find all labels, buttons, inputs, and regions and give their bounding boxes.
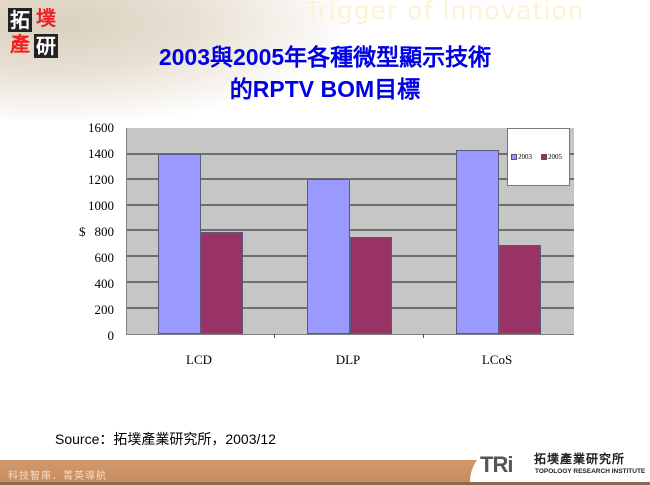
- logo-char: 拓: [8, 8, 32, 32]
- y-tick-label: 1600: [88, 120, 114, 135]
- brand-panel: [470, 448, 650, 482]
- y-tick-label: 0: [107, 328, 115, 343]
- tri-logo: TRi: [480, 452, 513, 478]
- gridline: [127, 178, 574, 180]
- y-axis-label: $: [79, 224, 86, 239]
- legend-swatch-2003: [511, 154, 517, 161]
- legend-item-2003: 2003: [511, 153, 532, 161]
- x-label-lcos: LCoS: [481, 352, 513, 367]
- gridline: [127, 204, 574, 206]
- logo-char: 產: [10, 32, 30, 56]
- company-logo: 拓 墣 產 研: [8, 6, 60, 58]
- x-tick: [274, 334, 275, 338]
- legend-label: 2003: [518, 153, 532, 161]
- bar-lcd-2003: [158, 154, 201, 334]
- footer-slogan: 科技智庫．菁英導航: [8, 471, 107, 482]
- bar-lcos-2005: [499, 245, 541, 334]
- source-note: Source：拓墣產業研究所，2003/12: [55, 431, 276, 447]
- logo-char: 墣: [36, 6, 56, 30]
- legend-item-2005: 2005: [541, 153, 562, 161]
- y-tick-label: 600: [94, 250, 115, 265]
- slide-title-line1: 2003與2005年各種微型顯示技術: [158, 44, 492, 70]
- brand-name-cn: 拓墣產業研究所: [534, 452, 626, 466]
- x-label-lcd: LCD: [186, 352, 212, 367]
- slide-title-line2: 的RPTV BOM目標: [229, 76, 421, 102]
- x-label-dlp: DLP: [335, 352, 361, 367]
- brand-name-en: TOPOLOGY RESEARCH INSTITUTE: [535, 468, 646, 475]
- y-tick-label: 1400: [88, 146, 114, 161]
- bar-lcd-2005: [201, 232, 243, 334]
- x-tick: [423, 334, 424, 338]
- logo-char: 研: [34, 34, 58, 58]
- legend-swatch-2005: [541, 154, 547, 161]
- bar-chart: 1600 1400 1200 1000 800 600 400 200 0 $ …: [79, 120, 574, 367]
- background-map: [0, 0, 340, 120]
- y-tick-label: 1000: [88, 198, 114, 213]
- y-tick-label: 200: [94, 302, 115, 317]
- gridline: [127, 229, 574, 231]
- tagline: Trigger of Innovation: [305, 0, 585, 25]
- chart-legend: 2003 2005: [507, 128, 570, 186]
- bar-dlp-2003: [307, 179, 350, 334]
- y-tick-label: 400: [94, 276, 115, 291]
- y-tick-label: 800: [94, 224, 115, 239]
- bar-lcos-2003: [456, 150, 499, 334]
- gridline: [127, 153, 574, 155]
- legend-label: 2005: [548, 153, 562, 161]
- tri-logo-text: TRi: [480, 452, 513, 477]
- bar-dlp-2005: [350, 237, 392, 334]
- plot-area: [126, 128, 574, 335]
- y-tick-label: 1200: [88, 172, 114, 187]
